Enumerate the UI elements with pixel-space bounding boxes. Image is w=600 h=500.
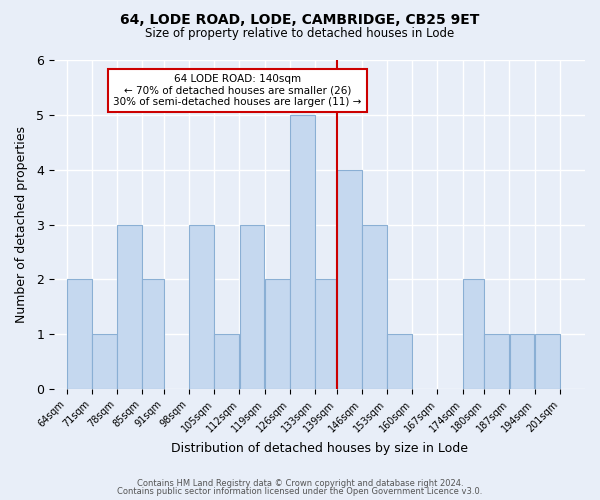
X-axis label: Distribution of detached houses by size in Lode: Distribution of detached houses by size … (171, 442, 468, 455)
Bar (214, 334, 239, 389)
Bar (92, 334, 117, 389)
Text: Contains HM Land Registry data © Crown copyright and database right 2024.: Contains HM Land Registry data © Crown c… (137, 478, 463, 488)
Bar (387, 334, 412, 389)
Y-axis label: Number of detached properties: Number of detached properties (15, 126, 28, 323)
Text: 64 LODE ROAD: 140sqm
← 70% of detached houses are smaller (26)
30% of semi-detac: 64 LODE ROAD: 140sqm ← 70% of detached h… (113, 74, 362, 107)
Bar (535, 334, 560, 389)
Bar (189, 224, 214, 389)
Text: Contains public sector information licensed under the Open Government Licence v3: Contains public sector information licen… (118, 487, 482, 496)
Bar (290, 115, 315, 389)
Bar (362, 224, 387, 389)
Bar (265, 280, 290, 389)
Bar (337, 170, 362, 389)
Bar (484, 334, 509, 389)
Bar (239, 224, 265, 389)
Text: Size of property relative to detached houses in Lode: Size of property relative to detached ho… (145, 28, 455, 40)
Bar (67, 280, 92, 389)
Bar (315, 280, 337, 389)
Bar (118, 224, 142, 389)
Bar (142, 280, 164, 389)
Text: 64, LODE ROAD, LODE, CAMBRIDGE, CB25 9ET: 64, LODE ROAD, LODE, CAMBRIDGE, CB25 9ET (121, 12, 479, 26)
Bar (463, 280, 484, 389)
Bar (509, 334, 535, 389)
